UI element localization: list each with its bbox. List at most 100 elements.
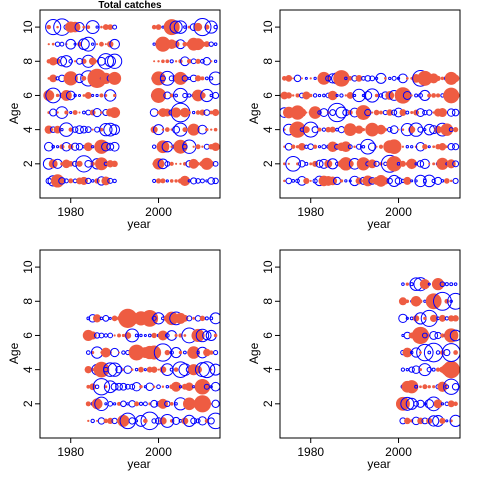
residual-bubble xyxy=(145,382,155,391)
residual-bubble xyxy=(417,126,424,133)
residual-bubble xyxy=(157,368,160,371)
residual-bubble xyxy=(208,160,215,167)
residual-bubble xyxy=(335,106,348,119)
residual-bubble xyxy=(322,93,326,98)
residual-bubble xyxy=(292,77,295,80)
residual-bubble xyxy=(435,367,441,372)
residual-bubble xyxy=(205,127,209,132)
residual-bubble xyxy=(49,74,58,83)
residual-bubble xyxy=(107,332,114,339)
residual-bubble xyxy=(94,384,100,389)
bubble-group xyxy=(395,277,460,428)
residual-bubble xyxy=(285,75,293,82)
residual-bubble xyxy=(436,316,440,321)
residual-bubble xyxy=(451,383,460,391)
residual-bubble xyxy=(285,177,293,185)
residual-bubble xyxy=(128,417,136,425)
residual-bubble xyxy=(103,122,118,137)
residual-bubble xyxy=(327,102,347,123)
residual-bubble xyxy=(379,110,383,115)
residual-bubble xyxy=(70,142,80,151)
residual-bubble xyxy=(438,314,446,322)
residual-bubble xyxy=(435,350,441,355)
residual-bubble xyxy=(321,127,327,132)
residual-bubble xyxy=(449,299,453,303)
residual-bubble xyxy=(138,401,144,406)
residual-bubble xyxy=(102,314,110,322)
residual-bubble xyxy=(182,127,188,133)
y-tick-label: 8 xyxy=(261,298,275,305)
residual-bubble xyxy=(93,361,110,378)
residual-bubble xyxy=(453,401,458,407)
residual-bubble xyxy=(159,417,167,425)
residual-bubble xyxy=(315,159,324,168)
residual-bubble xyxy=(99,316,104,321)
residual-bubble xyxy=(213,333,218,338)
residual-bubble xyxy=(435,75,441,82)
residual-bubble xyxy=(73,42,77,46)
residual-bubble xyxy=(414,179,418,183)
residual-bubble xyxy=(130,368,134,371)
residual-bubble xyxy=(440,76,445,81)
y-tick-label: 4 xyxy=(21,366,35,373)
plot-frame xyxy=(279,9,461,199)
residual-bubble xyxy=(355,75,363,82)
residual-bubble xyxy=(410,295,422,307)
residual-bubble xyxy=(448,315,455,322)
residual-bubble xyxy=(205,402,209,406)
residual-bubble xyxy=(134,367,139,372)
residual-bubble xyxy=(209,93,213,98)
residual-bubble xyxy=(422,174,436,188)
residual-bubble xyxy=(325,126,332,133)
residual-bubble xyxy=(422,144,428,150)
plot-frame xyxy=(279,249,461,439)
residual-bubble xyxy=(151,418,157,424)
residual-bubble xyxy=(174,333,178,338)
x-tick-label: 1980 xyxy=(297,445,324,459)
residual-bubble xyxy=(333,70,350,87)
residual-bubble xyxy=(107,401,114,407)
residual-bubble xyxy=(431,178,436,184)
residual-bubble xyxy=(418,299,423,304)
residual-bubble xyxy=(195,328,210,343)
residual-bubble xyxy=(207,412,220,430)
x-tick-label: 2000 xyxy=(145,445,172,459)
residual-bubble xyxy=(317,110,322,115)
residual-bubble xyxy=(426,366,432,373)
residual-bubble xyxy=(69,111,73,115)
residual-bubble xyxy=(111,160,118,168)
residual-bubble xyxy=(68,178,74,184)
residual-bubble xyxy=(416,399,425,408)
residual-bubble xyxy=(181,417,189,425)
residual-bubble xyxy=(171,381,182,392)
residual-bubble xyxy=(152,178,157,183)
residual-bubble xyxy=(321,144,327,150)
residual-bubble xyxy=(79,176,88,185)
residual-bubble xyxy=(180,107,190,118)
residual-bubble xyxy=(123,365,133,374)
residual-bubble xyxy=(289,121,306,138)
residual-bubble xyxy=(95,25,99,29)
residual-bubble xyxy=(56,145,60,149)
y-tick-label: 10 xyxy=(21,260,35,274)
residual-bubble xyxy=(91,145,95,149)
residual-bubble xyxy=(398,297,407,306)
residual-bubble xyxy=(106,142,115,151)
residual-bubble xyxy=(185,382,194,391)
residual-bubble xyxy=(440,333,445,338)
residual-bubble xyxy=(192,316,196,320)
plot-frame xyxy=(39,249,221,439)
residual-bubble xyxy=(317,145,322,149)
residual-bubble xyxy=(203,383,210,390)
residual-bubble xyxy=(405,282,409,286)
residual-bubble xyxy=(213,42,218,47)
residual-bubble xyxy=(174,60,178,63)
residual-bubble xyxy=(402,347,413,358)
residual-bubble xyxy=(414,384,419,389)
residual-bubble xyxy=(113,93,117,98)
residual-bubble xyxy=(88,331,97,340)
residual-bubble xyxy=(399,160,406,167)
residual-bubble xyxy=(146,366,153,373)
